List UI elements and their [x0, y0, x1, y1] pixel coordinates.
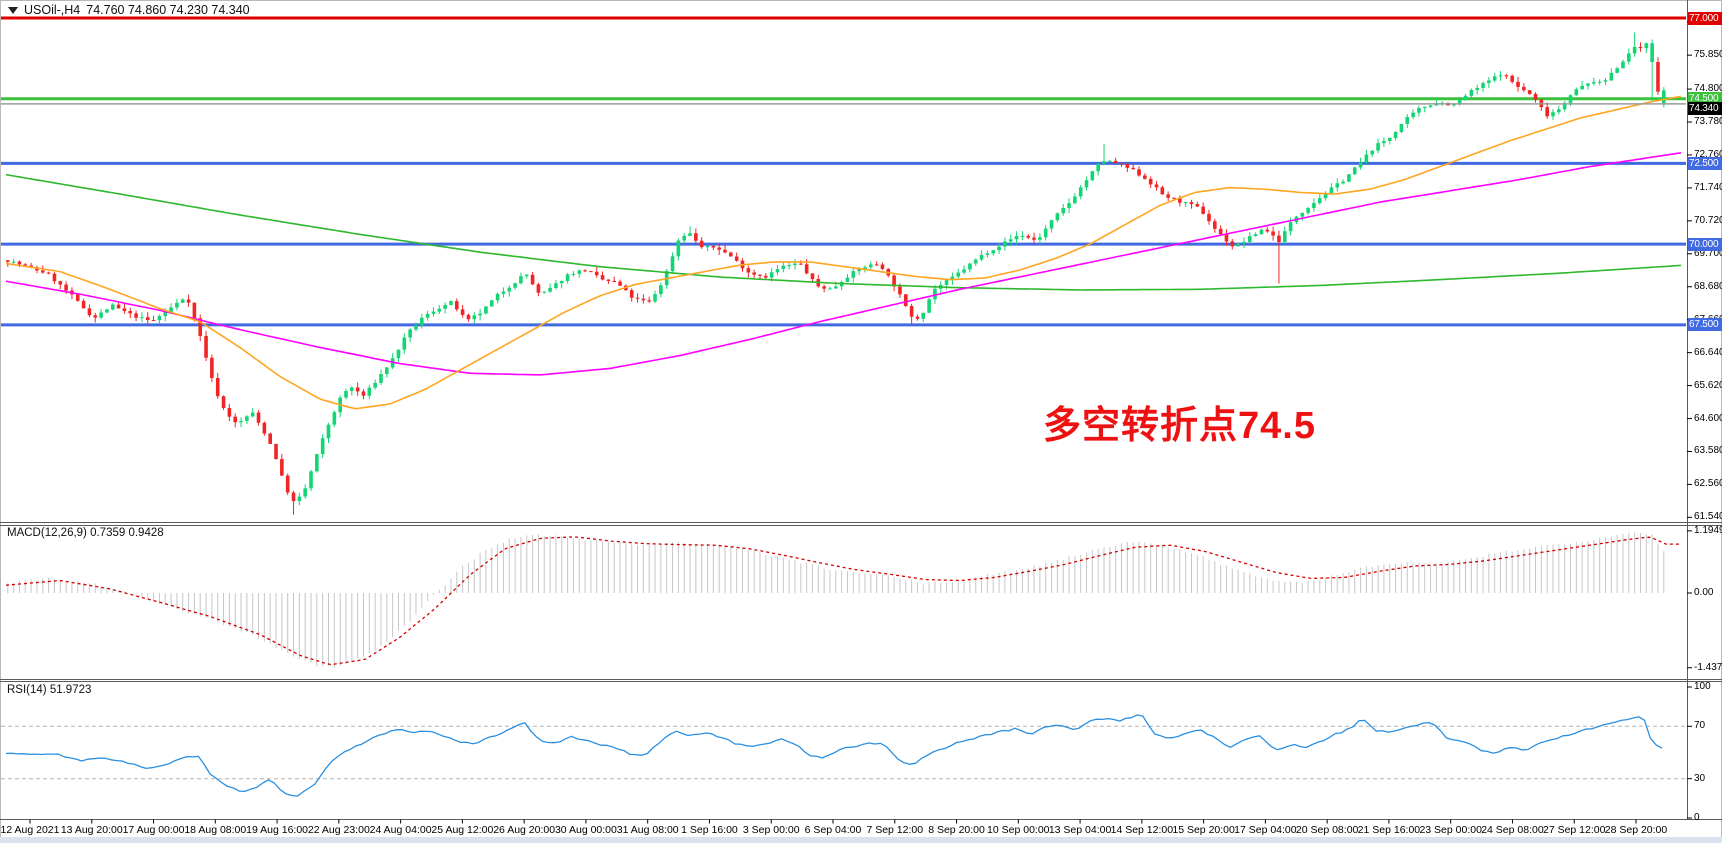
time-axis-label: 23 Sep 00:00 — [1419, 824, 1482, 836]
time-axis-label: 24 Sep 08:00 — [1481, 824, 1544, 836]
axis-tick-label: 65.620 — [1694, 379, 1722, 391]
time-axis-label: 20 Sep 08:00 — [1295, 824, 1359, 836]
axis-tick-label: 62.560 — [1694, 478, 1722, 490]
axis-tick-label: 70.720 — [1694, 214, 1722, 226]
symbol-period-label: USOil-,H4 — [24, 3, 81, 17]
axis-tick-label: 30 — [1694, 772, 1706, 784]
macd-indicator-label: MACD(12,26,9) 0.7359 0.9428 — [7, 527, 164, 539]
ohlc-values-label: 74.760 74.860 74.230 74.340 — [86, 3, 250, 17]
time-axis-label: 30 Aug 00:00 — [554, 824, 617, 836]
time-axis-label: 28 Sep 20:00 — [1604, 824, 1668, 836]
chart-annotation-text[interactable]: 多空转折点74.5 — [1043, 405, 1316, 447]
axis-tick-label: 74.800 — [1694, 83, 1722, 95]
time-axis-label: 10 Sep 00:00 — [987, 824, 1050, 836]
rsi-indicator-label: RSI(14) 51.9723 — [7, 684, 92, 696]
axis-tick-label: 66.640 — [1694, 346, 1722, 358]
time-axis-label: 14 Sep 12:00 — [1110, 824, 1174, 836]
axis-tick-label: 71.740 — [1694, 181, 1722, 193]
time-axis-label: 22 Aug 23:00 — [307, 824, 370, 836]
time-axis-label: 15 Sep 20:00 — [1172, 824, 1235, 836]
price-line-badge-77000[interactable]: 77.000 — [1688, 11, 1722, 25]
axis-tick-label: 61.540 — [1694, 511, 1722, 523]
axis-tick-label: 68.680 — [1694, 280, 1722, 292]
time-axis-label: 3 Sep 00:00 — [742, 824, 800, 836]
time-axis-label: 18 Aug 08:00 — [184, 824, 247, 836]
axis-tick-label: 0.00 — [1694, 587, 1714, 598]
time-axis-label: 21 Sep 16:00 — [1357, 824, 1421, 836]
axis-tick-label: 70 — [1694, 720, 1706, 732]
axis-tick-label: 1.1949 — [1694, 524, 1722, 536]
time-axis-label: 31 Aug 08:00 — [616, 824, 679, 836]
price-line-badge-67500[interactable]: 67.500 — [1688, 318, 1722, 332]
current-price-badge: 74.340 — [1688, 101, 1722, 115]
symbol-dropdown-icon[interactable] — [8, 6, 18, 14]
axis-tick-label: 73.780 — [1694, 116, 1722, 127]
time-axis-label: 7 Sep 12:00 — [866, 824, 924, 836]
axis-tick-label: 64.600 — [1694, 412, 1722, 424]
symbol-ohlc-row: USOil-,H4 74.760 74.860 74.230 74.340 — [8, 3, 250, 17]
axis-tick-label: -1.4374 — [1694, 661, 1722, 673]
axis-tick-label: 72.760 — [1694, 148, 1722, 160]
axis-tick-label: 75.850 — [1694, 49, 1722, 61]
time-axis-label: 17 Aug 00:00 — [122, 824, 185, 836]
bottom-scrollbar-strip[interactable] — [0, 837, 1722, 843]
time-axis-label: 6 Sep 04:00 — [804, 824, 862, 836]
time-axis-label: 17 Sep 04:00 — [1234, 824, 1297, 836]
axis-tick-label: 0 — [1694, 812, 1700, 823]
time-axis-label: 8 Sep 20:00 — [928, 824, 985, 836]
time-axis-label: 12 Aug 2021 — [0, 824, 60, 836]
price-line-badge-72500[interactable]: 72.500 — [1688, 156, 1722, 170]
time-axis-label: 26 Aug 20:00 — [493, 824, 556, 836]
time-axis-label: 13 Sep 04:00 — [1048, 824, 1112, 836]
price-line-badge-70000[interactable]: 70.000 — [1688, 237, 1722, 251]
time-axis-label: 24 Aug 04:00 — [369, 824, 432, 836]
axis-tick-label: 63.580 — [1694, 445, 1722, 457]
time-axis-label: 25 Aug 12:00 — [431, 824, 494, 836]
time-axis-label: 19 Aug 16:00 — [246, 824, 309, 836]
time-axis-label: 27 Sep 12:00 — [1542, 824, 1606, 836]
axis-tick-label: 69.700 — [1694, 247, 1722, 259]
time-axis-label: 1 Sep 16:00 — [681, 824, 738, 836]
axis-tick-label: 100 — [1694, 681, 1711, 692]
time-axis-label: 13 Aug 20:00 — [60, 824, 123, 836]
